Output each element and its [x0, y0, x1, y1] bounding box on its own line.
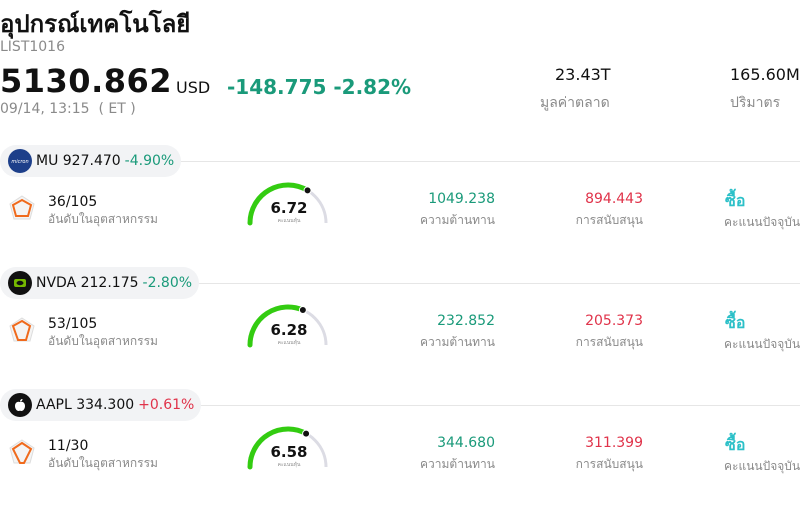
page-title: อุปกรณ์เทคโนโลยี [0, 10, 191, 38]
price-change: -148.775 -2.82% [227, 75, 412, 99]
list-code: LIST1016 [0, 39, 65, 55]
resistance-label: ความต้านทาน [420, 335, 495, 349]
divider [0, 161, 800, 162]
resistance-label: ความต้านทาน [420, 457, 495, 471]
micron-logo-icon: micron [8, 149, 32, 173]
stock-score-label: คะแนนหุ้น [277, 218, 301, 224]
industry-rank-label: อันดับในอุตสาหกรรม [48, 334, 158, 348]
industry-rank-label: อันดับในอุตสาหกรรม [48, 456, 158, 470]
resistance-value: 1049.238 [428, 191, 495, 207]
gauge-fill [247, 304, 306, 348]
rating-label: คะแนนปัจจุบัน [724, 459, 800, 473]
divider [0, 283, 800, 284]
market-cap-value: 23.43T [555, 65, 611, 84]
support-value: 894.443 [585, 191, 643, 207]
support-label: การสนับสนุน [575, 457, 643, 471]
resistance-label: ความต้านทาน [420, 213, 495, 227]
score-gauge [247, 182, 328, 226]
support-label: การสนับสนุน [575, 335, 643, 349]
gauge-marker [302, 429, 311, 438]
industry-rank: 36/105 [48, 194, 98, 210]
stock-symbol-price: MU 927.470 [36, 153, 121, 169]
rating-buy[interactable]: ซื้อ [725, 191, 746, 210]
support-value: 205.373 [585, 313, 643, 329]
nvidia-logo-icon [8, 271, 32, 295]
stock-change: -4.90% [124, 153, 175, 169]
gauge-fill [247, 182, 311, 226]
stock-score: 6.72 [270, 199, 308, 217]
apple-logo-icon [8, 393, 32, 417]
rating-label: คะแนนปัจจุบัน [724, 215, 800, 229]
volume-label: ปริมาตร [730, 95, 781, 111]
stock-section-mu: micron MU 927.470 -4.90% 36/105 อันดับใน… [0, 145, 800, 267]
resistance-value: 344.680 [437, 435, 495, 451]
stock-score: 6.28 [270, 321, 308, 339]
rating-label: คะแนนปัจจุบัน [724, 337, 800, 351]
stock-pill[interactable]: AAPL 334.300 +0.61% [0, 389, 202, 421]
gauge-fill [247, 426, 309, 470]
gauge-marker [303, 186, 312, 195]
resistance-value: 232.852 [437, 313, 495, 329]
stock-score-label: คะแนนหุ้น [277, 462, 301, 468]
industry-rank-label: อันดับในอุตสาหกรรม [48, 212, 158, 226]
market-cap-label: มูลค่าตลาด [540, 95, 610, 111]
timestamp: 09/14, 13:15 ( ET ) [0, 101, 136, 117]
rating-buy[interactable]: ซื้อ [725, 435, 746, 454]
stock-pill[interactable]: micron MU 927.470 -4.90% [0, 145, 182, 177]
stock-symbol-price: AAPL 334.300 [36, 397, 135, 413]
currency-label: USD [176, 78, 211, 97]
support-label: การสนับสนุน [575, 213, 643, 227]
score-gauge [247, 426, 328, 470]
volume-value: 165.60M [730, 65, 800, 84]
stock-section-aapl: AAPL 334.300 +0.61% 11/30 อันดับในอุตสาห… [0, 389, 800, 511]
divider [0, 405, 800, 406]
svg-text:micron: micron [11, 159, 28, 165]
pentagon-rank-icon [9, 317, 35, 342]
pentagon-rank-icon [9, 439, 35, 464]
stock-score: 6.58 [270, 443, 308, 461]
stock-pill[interactable]: NVDA 212.175 -2.80% [0, 267, 200, 299]
industry-rank: 53/105 [48, 316, 98, 332]
stock-score-label: คะแนนหุ้น [277, 340, 301, 346]
pentagon-rank-icon [9, 195, 35, 220]
support-value: 311.399 [585, 435, 643, 451]
industry-rank: 11/30 [48, 438, 89, 454]
stock-section-nvda: NVDA 212.175 -2.80% 53/105 อันดับในอุตสา… [0, 267, 800, 389]
stock-change: +0.61% [138, 397, 195, 413]
rating-buy[interactable]: ซื้อ [725, 313, 746, 332]
score-gauge [247, 304, 328, 348]
index-price: 5130.862 [0, 62, 173, 100]
stock-change: -2.80% [142, 275, 193, 291]
stock-symbol-price: NVDA 212.175 [36, 275, 139, 291]
gauge-marker [298, 306, 307, 315]
